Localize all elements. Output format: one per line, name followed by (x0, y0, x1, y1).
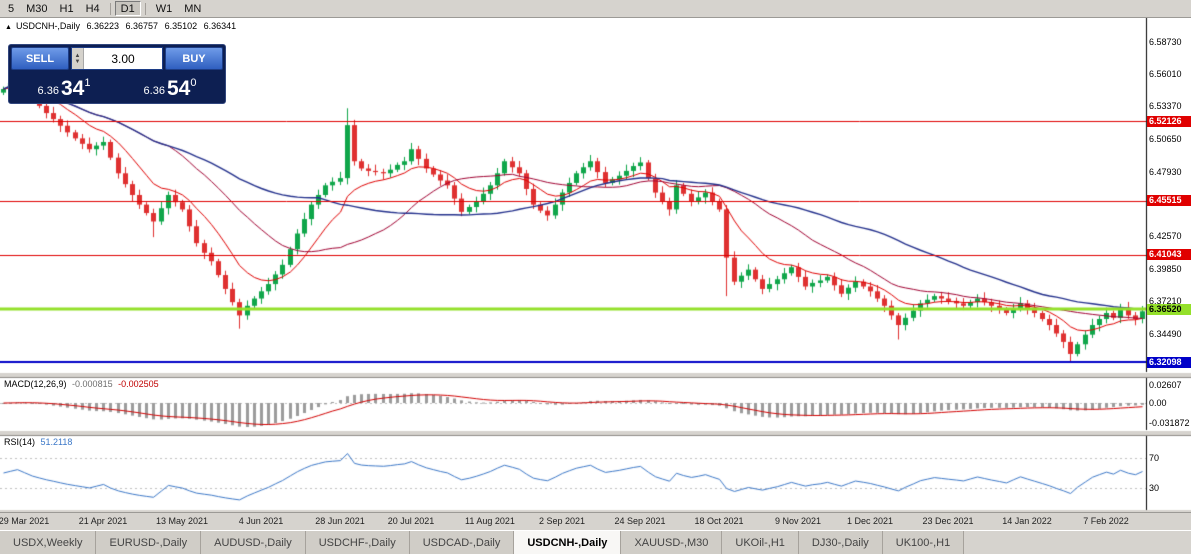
date-label: 21 Apr 2021 (78, 516, 128, 526)
ohlc-low: 6.35102 (164, 21, 198, 31)
toolbar-separator (109, 2, 111, 15)
timeframe-button-w1[interactable]: W1 (155, 3, 173, 15)
price-axis-label: 6.42570 (1149, 231, 1182, 242)
time-axis: 29 Mar 2021 21 Apr 2021 13 May 2021 4 Jun 2… (0, 512, 1191, 530)
chart-tab-usdcad-daily[interactable]: USDCAD-,Daily (409, 531, 515, 554)
macd-axis-label: 0.02607 (1149, 380, 1182, 390)
date-label: 1 Dec 2021 (846, 516, 894, 526)
price-line-label: 6.32098 (1147, 356, 1191, 368)
bid-prefix: 6.36 (37, 85, 59, 97)
price-line-label: 6.41043 (1147, 249, 1191, 261)
ask-pips: 54 (166, 77, 191, 100)
date-label: 13 May 2021 (155, 516, 209, 526)
chart-tab-eurusd-daily[interactable]: EURUSD-,Daily (96, 531, 202, 554)
ask-prefix: 6.36 (143, 85, 165, 97)
date-label: 9 Nov 2021 (774, 516, 822, 526)
rsi-value: 51.2118 (40, 437, 73, 447)
ohlc-open: 6.36223 (86, 21, 120, 31)
volume-input[interactable] (84, 48, 162, 69)
price-axis-label: 6.56010 (1149, 69, 1182, 80)
spinner-down-icon[interactable]: ▼ (74, 58, 81, 65)
date-label: 7 Feb 2022 (1083, 516, 1129, 526)
date-label: 29 Mar 2021 (0, 516, 50, 526)
price-axis-label: 6.34490 (1149, 328, 1182, 339)
chart-tab-ukoil-h1[interactable]: UKOil-,H1 (722, 531, 799, 554)
bid-point: 1 (84, 77, 91, 89)
ask-price[interactable]: 6.36 54 0 (117, 72, 223, 101)
sell-button[interactable]: SELL (11, 47, 69, 70)
symbol-arrow-icon: ▲ (5, 24, 12, 31)
buy-button[interactable]: BUY (165, 47, 223, 70)
chart-tab-audusd-daily[interactable]: AUDUSD-,Daily (201, 531, 306, 554)
price-line-label: 6.52126 (1147, 115, 1191, 127)
timeframe-button-h1[interactable]: H1 (59, 3, 74, 15)
price-line-label: 6.36520 (1147, 303, 1191, 315)
price-axis-label: 6.53370 (1149, 101, 1182, 112)
chart-title: ▲ USDCNH-,Daily 6.36223 6.36757 6.35102 6… (5, 21, 240, 31)
chart-tab-usdx-weekly[interactable]: USDX,Weekly (0, 531, 97, 554)
chart-tab-xauusd-m30[interactable]: XAUUSD-,M30 (621, 531, 723, 554)
date-label: 11 Aug 2021 (465, 516, 515, 526)
date-label: 2 Sep 2021 (538, 516, 586, 526)
macd-label-name: MACD(12,26,9) (4, 379, 67, 389)
timeframe-button-mn[interactable]: MN (184, 3, 202, 15)
chart-tab-usdcnh-daily[interactable]: USDCNH-,Daily (514, 531, 622, 554)
timeframe-button-5[interactable]: 5 (8, 3, 15, 15)
date-label: 14 Jan 2022 (1002, 516, 1052, 526)
spinner-up-icon[interactable]: ▲ (74, 52, 81, 59)
macd-axis-label: -0.031872 (1149, 418, 1190, 428)
macd-value-signal: -0.002505 (118, 379, 159, 389)
price-line-label: 6.45515 (1147, 195, 1191, 207)
ohlc-high: 6.36757 (125, 21, 159, 31)
chart-symbol-label: USDCNH-,Daily (15, 21, 80, 31)
ask-point: 0 (190, 77, 197, 89)
date-label: 18 Oct 2021 (694, 516, 744, 526)
date-label: 20 Jul 2021 (387, 516, 435, 526)
bid-price[interactable]: 6.36 34 1 (11, 72, 117, 101)
rsi-axis-label: 70 (1149, 453, 1160, 464)
date-label: 4 Jun 2021 (238, 516, 284, 526)
timeframe-button-m30[interactable]: M30 (26, 3, 48, 15)
chart-tab-bar: USDX,Weekly EURUSD-,Daily AUDUSD-,Daily USD… (0, 530, 1191, 554)
bid-ask-display: 6.36 34 1 6.36 54 0 (11, 72, 223, 101)
chart-tab-dj30-daily[interactable]: DJ30-,Daily (798, 531, 883, 554)
date-label: 28 Jun 2021 (315, 516, 365, 526)
volume-box: ▲ ▼ (71, 47, 163, 70)
rsi-axis-label: 30 (1149, 482, 1160, 493)
rsi-label-name: RSI(14) (4, 437, 36, 447)
price-axis-label: 6.37210 (1149, 295, 1182, 306)
ohlc-close: 6.36341 (203, 21, 237, 31)
chart-tab-usdchf-daily[interactable]: USDCHF-,Daily (305, 531, 410, 554)
macd-axis-label: 0.00 (1149, 398, 1167, 408)
price-axis-label: 6.47930 (1149, 166, 1182, 177)
toolbar-separator (144, 2, 146, 15)
price-axis-label: 6.50650 (1149, 133, 1182, 144)
bid-pips: 34 (60, 77, 85, 100)
timeframe-button-h4[interactable]: H4 (85, 3, 100, 15)
price-axis-label: 6.39850 (1149, 264, 1182, 275)
chart-tab-uk100-h1[interactable]: UK100-,H1 (882, 531, 965, 554)
one-click-trading-panel: SELL ▲ ▼ BUY 6.36 34 1 6.36 54 0 (8, 44, 226, 104)
timeframe-button-d1[interactable]: D1 (114, 1, 141, 16)
price-axis-label: 6.58730 (1149, 36, 1182, 47)
rsi-label: RSI(14) 51.2118 (4, 437, 75, 447)
macd-value-main: -0.000815 (72, 379, 113, 389)
timeframe-toolbar: 5 M30 H1 H4 D1 W1 MN (0, 0, 1191, 18)
volume-spinner[interactable]: ▲ ▼ (72, 48, 84, 69)
macd-label: MACD(12,26,9) -0.000815 -0.002505 (4, 379, 162, 389)
date-label: 24 Sep 2021 (614, 516, 666, 526)
date-label: 23 Dec 2021 (922, 516, 974, 526)
